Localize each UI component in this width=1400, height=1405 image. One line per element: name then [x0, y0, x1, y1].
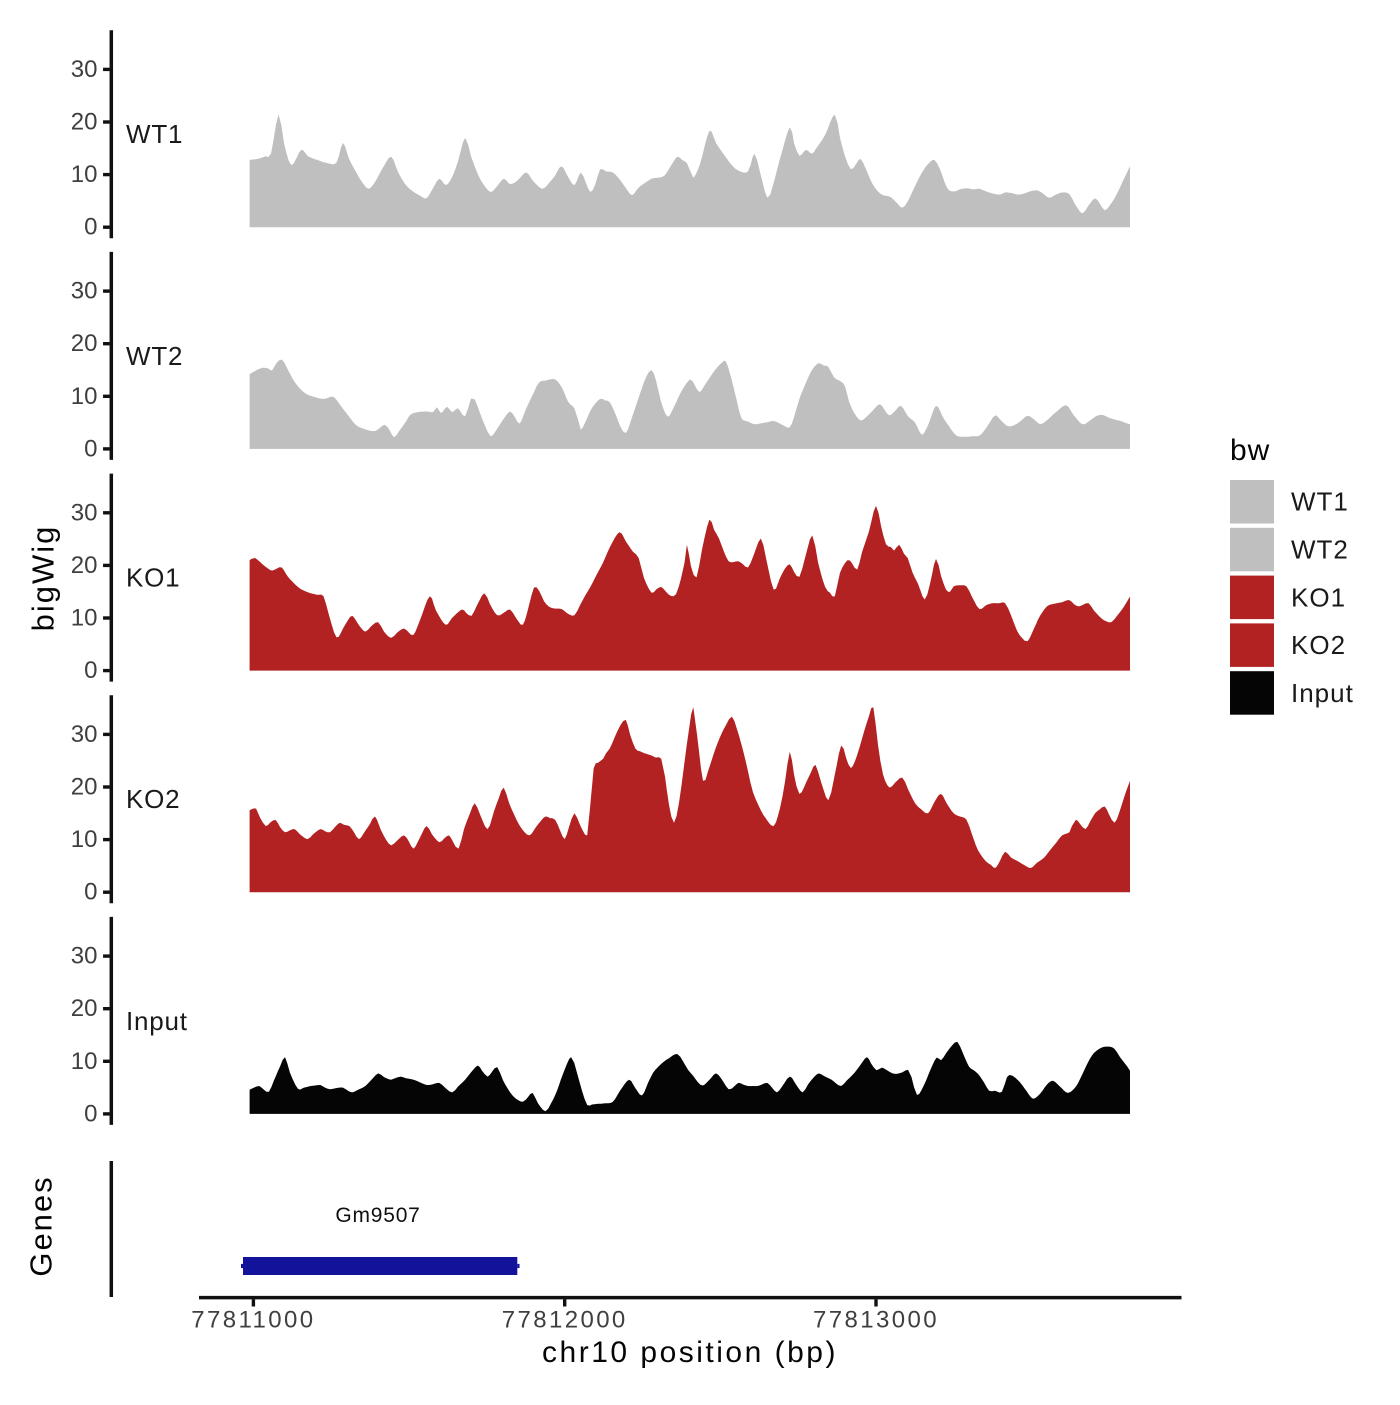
- svg-text:30: 30: [71, 943, 98, 970]
- svg-text:20: 20: [71, 995, 98, 1022]
- svg-text:77813000: 77813000: [813, 1307, 939, 1334]
- svg-text:0: 0: [84, 435, 97, 462]
- svg-text:0: 0: [84, 657, 97, 684]
- svg-text:Input: Input: [126, 1006, 188, 1036]
- svg-text:10: 10: [71, 1048, 98, 1075]
- svg-text:20: 20: [71, 109, 98, 136]
- svg-text:0: 0: [84, 214, 97, 241]
- svg-text:Input: Input: [1291, 678, 1354, 708]
- svg-text:KO1: KO1: [126, 563, 180, 593]
- svg-text:Gm9507: Gm9507: [335, 1204, 420, 1227]
- svg-text:10: 10: [71, 161, 98, 188]
- svg-text:20: 20: [71, 552, 98, 579]
- svg-text:bw: bw: [1230, 434, 1270, 467]
- svg-text:KO2: KO2: [1291, 630, 1346, 660]
- svg-text:10: 10: [71, 605, 98, 632]
- svg-text:30: 30: [71, 56, 98, 83]
- svg-text:30: 30: [71, 278, 98, 305]
- svg-text:10: 10: [71, 383, 98, 410]
- svg-text:WT1: WT1: [1291, 487, 1349, 517]
- svg-text:KO2: KO2: [126, 784, 180, 814]
- svg-text:KO1: KO1: [1291, 582, 1346, 612]
- svg-text:20: 20: [71, 774, 98, 801]
- svg-text:WT2: WT2: [1291, 535, 1349, 565]
- svg-text:chr10 position (bp): chr10 position (bp): [542, 1336, 838, 1369]
- svg-text:10: 10: [71, 826, 98, 853]
- svg-text:0: 0: [84, 879, 97, 906]
- svg-text:bigWig: bigWig: [26, 525, 61, 632]
- svg-text:30: 30: [71, 721, 98, 748]
- svg-text:Genes: Genes: [24, 1175, 59, 1276]
- svg-text:WT1: WT1: [126, 119, 183, 149]
- svg-text:WT2: WT2: [126, 341, 183, 371]
- svg-text:77812000: 77812000: [502, 1307, 628, 1334]
- svg-text:20: 20: [71, 330, 98, 357]
- svg-text:30: 30: [71, 499, 98, 526]
- svg-text:77811000: 77811000: [191, 1307, 315, 1334]
- svg-text:0: 0: [84, 1100, 97, 1127]
